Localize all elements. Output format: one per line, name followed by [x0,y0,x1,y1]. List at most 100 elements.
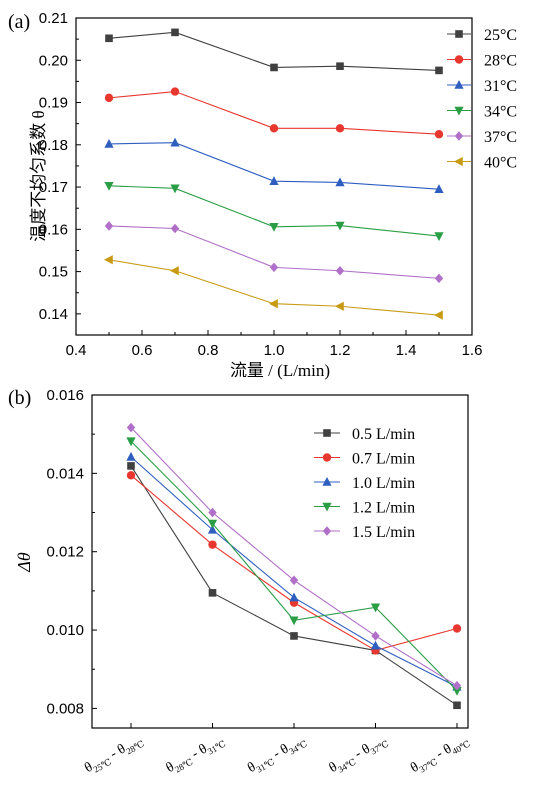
panel-a-data-point [335,177,345,187]
panel-a-data-point [170,223,180,234]
panel-b-legend-label: 1.2 L/min [352,500,415,517]
panel-a-data-point [104,181,114,191]
panel-a-data-point [104,138,114,148]
panel-a-y-tick-label: 0.18 [39,137,68,154]
panel-a-y-tick-label: 0.20 [39,52,68,69]
panel-a-y-tick-label: 0.21 [39,10,68,27]
panel-b-data-point [289,616,299,626]
panel-b-legend-label: 1.5 L/min [352,524,415,541]
panel-b-label: (b) [8,387,31,409]
panel-b-data-point [208,589,217,597]
panel-b-data-point [453,701,461,710]
panel-a-y-axis-label: 温度不均匀系数 θ [29,110,48,241]
panel-b-data-point [290,632,298,640]
panel-b-data-point [208,507,217,518]
panel-a-data-point [170,266,179,276]
panel-b-legend-label: 0.7 L/min [352,451,415,468]
panel-a-legend-marker [455,30,463,38]
panel-a-legend-marker [454,55,464,64]
panel-a-data-point [434,310,443,320]
panel-b-plot-frame [91,394,469,729]
panel-a-legend-marker [454,80,464,89]
panel-b-data-point [370,603,381,613]
panel-b-data-point [452,686,462,696]
panel-b-legend-label: 0.5 L/min [352,426,415,443]
panel-b-y-tick-label: 0.010 [46,622,84,639]
panel-b-legend-marker [322,526,332,536]
panel-a-data-point [269,222,279,232]
panel-a-data-point [269,176,279,185]
panel-a-y-tick-label: 0.16 [39,221,68,238]
panel-a-data-point [270,63,278,72]
panel-a-data-point [434,232,444,242]
panel-a-legend-label: 31°C [484,78,517,95]
panel-a-legend-label: 37°C [484,129,517,146]
panel-a-y-tick-label: 0.14 [39,306,68,323]
panel-a-data-point [335,124,345,133]
panel-a-label: (a) [8,11,30,33]
panel-a-legend-label: 40°C [484,155,517,172]
panel-a-x-tick-label: 1.2 [330,342,351,359]
panel-b-legend-label: 1.0 L/min [352,475,415,492]
panel-b-data-point [126,422,136,433]
panel-b-legend-marker [323,429,331,437]
panel-a-y-tick-label: 0.17 [39,179,68,196]
panel-a-x-tick-label: 1.0 [264,342,285,359]
panel-b-data-point [370,640,381,650]
panel-a-legend-label: 25°C [484,27,517,44]
panel-a-legend-label: 28°C [484,53,517,70]
panel-a-x-tick-label: 0.4 [66,342,87,359]
panel-b-data-point [126,451,136,461]
panel-a-data-point [335,221,345,231]
panel-b-data-point [127,462,135,470]
panel-a-data-point [335,301,344,311]
panel-a-data-point [434,130,444,139]
panel-a-data-point [104,93,114,103]
panel-a-y-tick-label: 0.15 [39,264,68,281]
panel-a-legend-label: 34°C [484,104,517,121]
panel-b-data-point [452,624,462,633]
panel-a-data-point [269,299,278,309]
panel-b-data-point [371,631,380,641]
panel-a-data-point [435,66,443,75]
panel-b-y-axis-label: Δθ [14,552,34,573]
panel-a-data-point [269,262,279,273]
panel-b-y-tick-label: 0.016 [46,387,84,404]
panel-b-data-point [207,519,218,529]
panel-a-legend-marker [454,131,464,141]
panel-a-data-point [105,34,113,43]
panel-b-data-point [207,524,218,534]
panel-a-data-point [104,255,113,265]
panel-b-data-point [289,575,299,586]
panel-b-x-tick-label: θ34℃ - θ37℃ [327,732,391,778]
panel-b-data-point [126,437,136,447]
panel-b-data-point [452,680,462,691]
panel-a-data-point [434,273,444,284]
panel-a-x-tick-label: 0.6 [132,342,153,359]
panel-a-data-point [170,184,180,194]
panel-b-legend-marker [322,453,332,462]
panel-a-data-point [336,62,344,70]
panel-b-data-point [208,540,217,549]
panel-a-data-point [269,124,279,133]
panel-a-data-point [170,137,180,147]
panel-b-legend-marker [322,477,332,486]
panel-b-x-tick-label: θ25℃ - θ28℃ [82,732,146,778]
panel-a-y-tick-label: 0.19 [39,95,68,112]
panel-a-x-axis-label: 流量 / (L/min) [230,361,330,380]
panel-a-legend-marker [454,156,463,167]
panel-b-legend-marker [322,502,332,512]
panel-a-x-tick-label: 1.6 [462,342,483,359]
panel-a-data-point [170,87,180,96]
panel-a-data-point [434,184,444,193]
panel-b-y-tick-label: 0.014 [46,465,84,482]
panel-a-x-tick-label: 1.4 [396,342,417,359]
panel-b-x-tick-label: θ37℃ - θ40℃ [408,732,472,778]
panel-b-data-point [126,471,136,480]
panel-b-x-tick-label: θ28℃ - θ31℃ [164,732,228,778]
panel-a-data-point [171,28,179,37]
panel-b-data-point [289,592,299,602]
panel-b-x-tick-label: θ31℃ - θ34℃ [245,732,309,778]
panel-a-chart: (a) 0.4 0.6 0.8 1.0 1.2 1.4 1.6 0.14 0.15 0.16 0.1… [8,10,517,380]
